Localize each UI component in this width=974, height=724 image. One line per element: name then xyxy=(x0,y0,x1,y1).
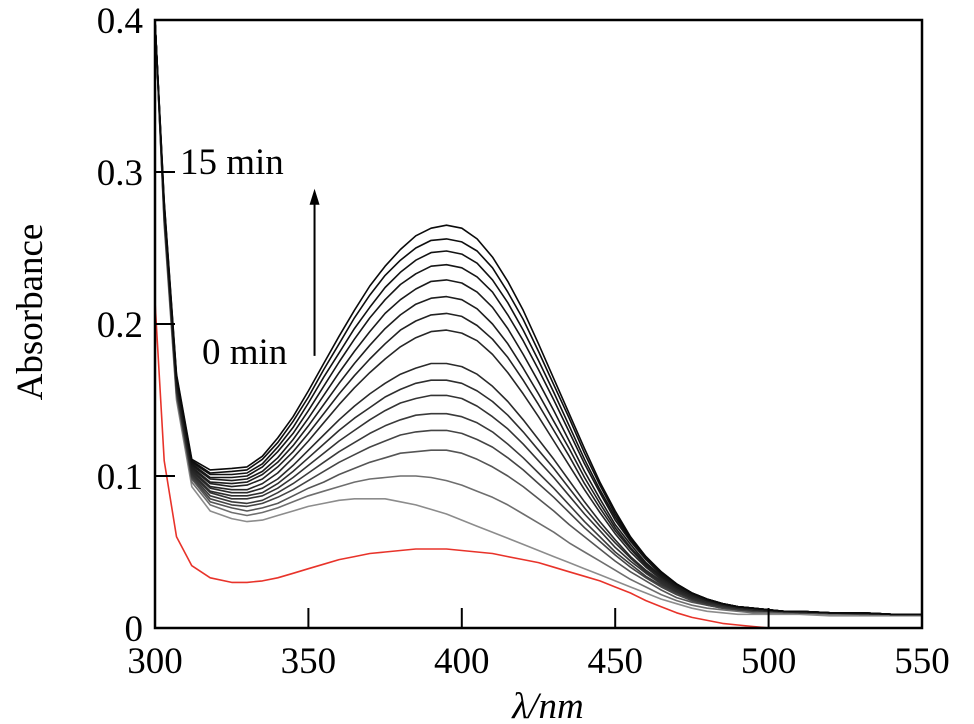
series-line-0-min xyxy=(154,19,922,617)
series-line-13-min xyxy=(154,19,922,616)
series-line-12-min xyxy=(154,19,922,616)
y-tick-label: 0.3 xyxy=(97,153,143,194)
x-tick-label: 550 xyxy=(894,641,950,682)
y-tick-label: 0.1 xyxy=(97,457,143,498)
ticks-layer xyxy=(155,171,770,628)
plot-frame xyxy=(153,18,924,630)
series-line-4-min xyxy=(154,19,922,616)
x-tick-label: 500 xyxy=(741,641,797,682)
series-line-reference xyxy=(154,301,922,629)
series-line-14-min xyxy=(154,19,922,616)
annotation-15-min: 15 min xyxy=(180,142,284,183)
series-line-2-min xyxy=(154,19,922,616)
y-tick-label: 0 xyxy=(125,609,144,650)
series-line-1-min xyxy=(154,19,922,616)
y-axis-label: Absorbance xyxy=(10,224,51,401)
trend-arrow-head xyxy=(309,188,320,205)
series-line-3-min xyxy=(154,19,922,616)
series-line-15-min xyxy=(154,19,922,616)
y-tick-label: 0.4 xyxy=(97,1,143,42)
series-line-7-min xyxy=(154,19,922,616)
series-line-8-min xyxy=(154,19,922,616)
series-line-5-min xyxy=(154,19,922,616)
series-line-11-min xyxy=(154,19,922,616)
x-tick-label: 350 xyxy=(281,641,337,682)
labels-layer: 300 350 400 450 500 550 0 0.1 0.2 0.3 0.4 xyxy=(97,1,950,682)
series-line-6-min xyxy=(154,19,922,616)
x-tick-label: 400 xyxy=(434,641,490,682)
series-layer xyxy=(154,19,922,629)
series-line-10-min xyxy=(154,19,922,616)
series-line-9-min xyxy=(154,19,922,616)
x-tick-label: 450 xyxy=(587,641,643,682)
x-tick-label: 300 xyxy=(127,641,183,682)
annotation-0-min: 0 min xyxy=(202,332,287,373)
x-axis-label: λ/nm xyxy=(511,686,584,724)
y-tick-label: 0.2 xyxy=(97,305,143,346)
